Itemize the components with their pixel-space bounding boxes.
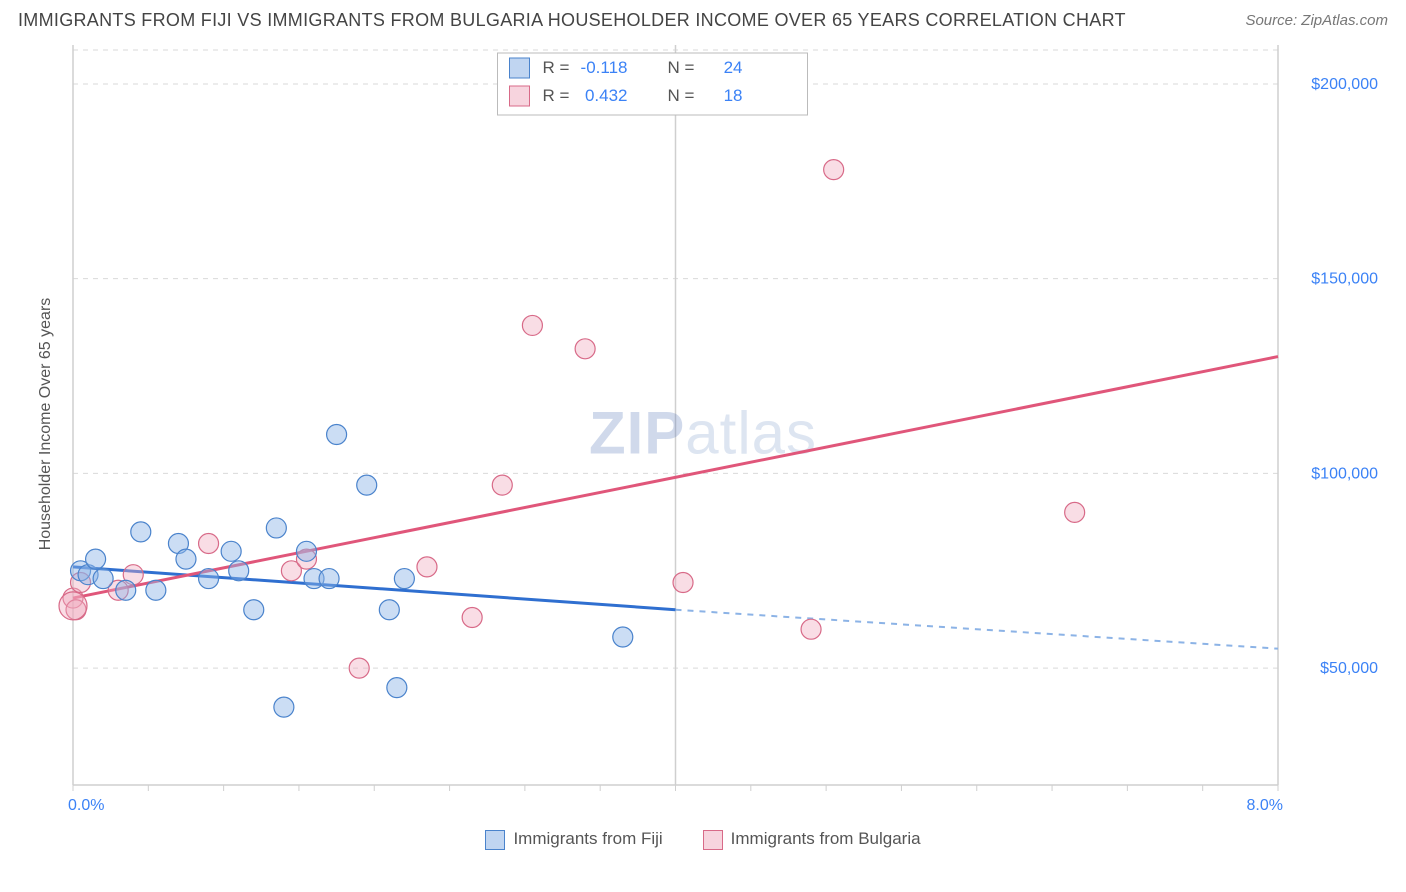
legend-item-bulgaria: Immigrants from Bulgaria: [703, 829, 921, 850]
legend-label-bulgaria: Immigrants from Bulgaria: [731, 829, 921, 848]
source-attribution: Source: ZipAtlas.com: [1245, 12, 1388, 29]
svg-text:$200,000: $200,000: [1311, 76, 1378, 93]
svg-text:8.0%: 8.0%: [1247, 797, 1283, 814]
legend-item-fiji: Immigrants from Fiji: [485, 829, 662, 850]
svg-text:N =: N =: [668, 58, 695, 77]
svg-text:24: 24: [724, 58, 743, 77]
svg-text:18: 18: [724, 86, 743, 105]
chart-title: IMMIGRANTS FROM FIJI VS IMMIGRANTS FROM …: [18, 10, 1126, 31]
y-axis-label: Householder Income Over 65 years: [37, 298, 55, 551]
scatter-plot: $50,000$100,000$150,000$200,000ZIPatlas0…: [18, 35, 1388, 825]
chart-container: Householder Income Over 65 years $50,000…: [18, 35, 1388, 825]
legend-swatch-pink: [703, 830, 723, 850]
bottom-legend: Immigrants from Fiji Immigrants from Bul…: [0, 829, 1406, 850]
svg-text:R =: R =: [543, 86, 570, 105]
svg-text:$50,000: $50,000: [1320, 660, 1378, 677]
legend-label-fiji: Immigrants from Fiji: [513, 829, 662, 848]
svg-text:N =: N =: [668, 86, 695, 105]
svg-text:$150,000: $150,000: [1311, 271, 1378, 288]
legend-swatch-blue: [485, 830, 505, 850]
svg-text:0.0%: 0.0%: [68, 797, 104, 814]
svg-text:0.432: 0.432: [585, 86, 628, 105]
svg-text:-0.118: -0.118: [581, 58, 628, 77]
svg-text:R =: R =: [543, 58, 570, 77]
svg-text:$100,000: $100,000: [1311, 465, 1378, 482]
